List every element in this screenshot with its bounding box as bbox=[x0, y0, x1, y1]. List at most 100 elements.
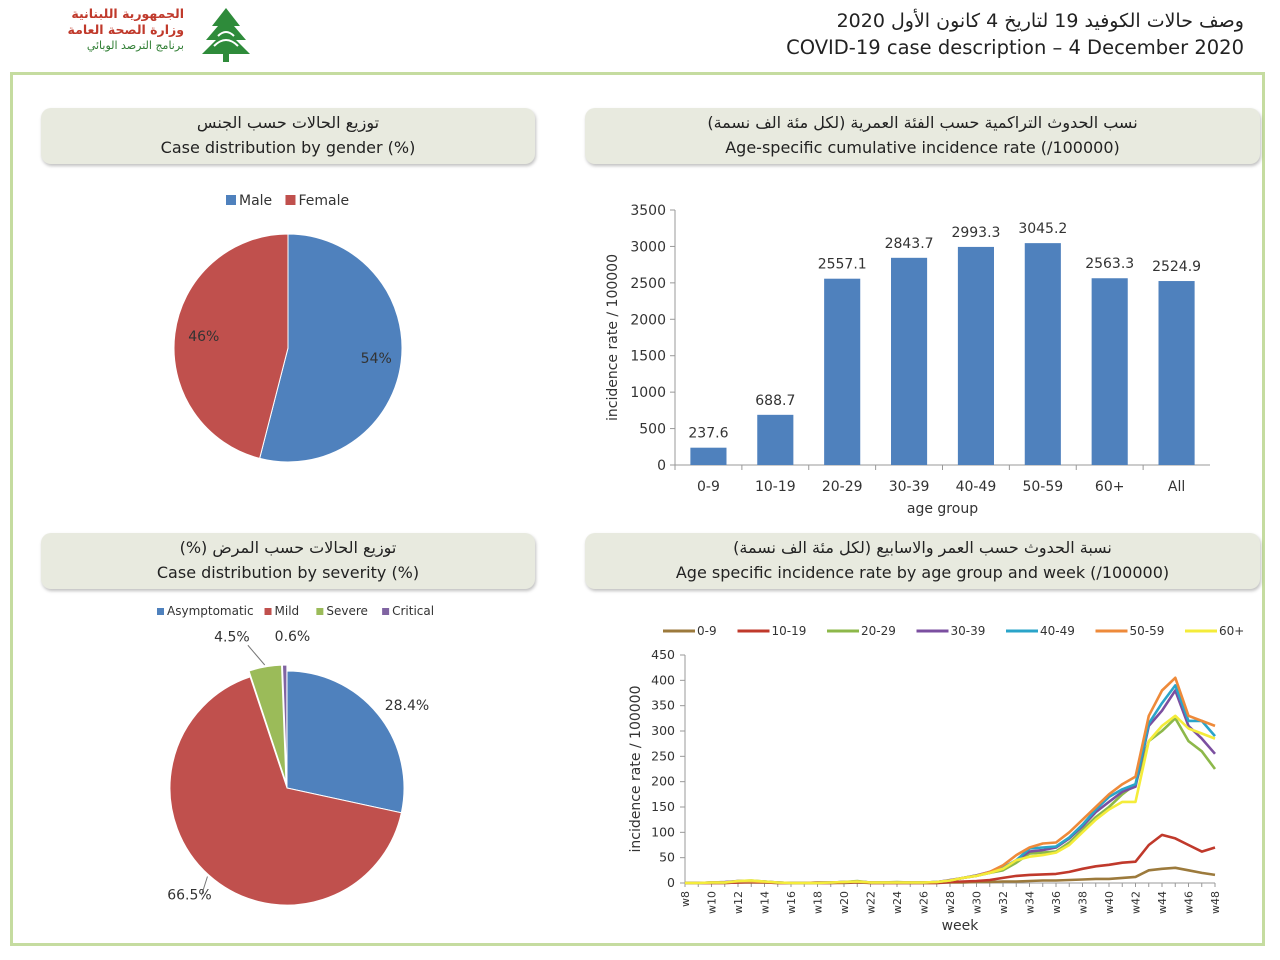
x-tick-label: w44 bbox=[1156, 891, 1169, 914]
y-tick-label: 200 bbox=[651, 774, 675, 789]
dashboard-frame bbox=[10, 72, 1265, 946]
pie-label-mild: 66.5% bbox=[167, 887, 211, 903]
legend-swatch-asymptomatic bbox=[157, 608, 164, 615]
legend-swatch-female bbox=[285, 195, 296, 205]
y-tick-label: 0 bbox=[657, 458, 666, 474]
series-line-30-39 bbox=[685, 689, 1216, 885]
x-tick-label: w18 bbox=[812, 891, 825, 914]
x-axis-title: week bbox=[942, 918, 980, 934]
gender-title-english: Case distribution by gender (%) bbox=[160, 138, 416, 157]
pie-slice-severe bbox=[248, 664, 287, 783]
legend: Male Female bbox=[226, 193, 349, 209]
bar-value-label: 2557.1 bbox=[818, 257, 867, 273]
y-tick-label: 100 bbox=[651, 824, 675, 839]
gender-pie-chart: Male Female 54% 46% bbox=[173, 193, 403, 463]
x-tick-label: 20-29 bbox=[822, 479, 863, 495]
pie-slice-critical bbox=[281, 664, 288, 783]
y-tick-label: 1000 bbox=[630, 385, 666, 401]
bar-value-label: 688.7 bbox=[755, 393, 795, 409]
y-tick-label: 500 bbox=[639, 422, 666, 438]
bar-50-59 bbox=[1024, 243, 1061, 465]
age-title-english: Age-specific cumulative incidence rate (… bbox=[725, 138, 1120, 157]
header-title-english: COVID-19 case description – 4 December 2… bbox=[786, 36, 1244, 59]
bar-0-9 bbox=[690, 447, 727, 465]
y-axis-title: incidence rate / 100000 bbox=[628, 686, 644, 853]
x-tick-label: w10 bbox=[706, 891, 719, 914]
x-tick-label: w34 bbox=[1024, 891, 1037, 914]
x-tick-label: w16 bbox=[785, 891, 798, 914]
leader-line-mild bbox=[200, 876, 208, 896]
legend-label-30-39: 30-39 bbox=[951, 624, 986, 638]
y-axis-title: incidence rate / 100000 bbox=[605, 254, 621, 421]
bar-value-label: 2524.9 bbox=[1152, 259, 1201, 275]
x-tick-label: w46 bbox=[1183, 891, 1196, 914]
severity-title-english: Case distribution by severity (%) bbox=[156, 563, 420, 582]
pie-slice-asymptomatic bbox=[286, 670, 405, 814]
legend-label-critical: Critical bbox=[392, 604, 434, 618]
y-tick-label: 2500 bbox=[630, 276, 666, 292]
legend-swatch-severe bbox=[316, 608, 324, 615]
weekly-line-chart: 0-9 10-19 20-29 30-39 40-49 50-59 60+ 0 50 100 150… bbox=[628, 624, 1244, 934]
leader-line-severe bbox=[247, 644, 266, 666]
legend-label-female: Female bbox=[298, 193, 349, 209]
severity-panel-title: توزيع الحالات حسب المرض (%) Case distrib… bbox=[41, 533, 535, 589]
y-tick-label: 250 bbox=[651, 748, 675, 763]
legend-label-severe: Severe bbox=[326, 604, 368, 618]
x-tick-label: w32 bbox=[997, 891, 1010, 914]
y-tick-label: 1500 bbox=[630, 349, 666, 365]
x-tick-label: w12 bbox=[732, 891, 745, 914]
pie-label-female: 46% bbox=[188, 329, 219, 345]
logo-line-republic: الجمهورية اللبنانية bbox=[71, 6, 184, 21]
bar-value-label: 2563.3 bbox=[1085, 256, 1134, 272]
severity-pie-chart: Asymptomatic Mild Severe Critical 28.4% 66.5%… bbox=[157, 604, 434, 906]
legend-label-0-9: 0-9 bbox=[697, 624, 717, 638]
x-tick-label: 0-9 bbox=[697, 479, 720, 495]
bar-10-19 bbox=[757, 414, 794, 465]
age-title-arabic: نسب الحدوث التراكمية حسب الفئة العمرية (… bbox=[707, 113, 1138, 132]
x-tick-label: w22 bbox=[865, 891, 878, 914]
bar-value-label: 2843.7 bbox=[885, 236, 934, 252]
y-tick-label: 3000 bbox=[630, 239, 666, 255]
x-tick-label: w48 bbox=[1209, 891, 1222, 914]
ministry-logo: الجمهورية اللبنانية وزارة الصحة العامة ب… bbox=[56, 6, 266, 64]
legend: Asymptomatic Mild Severe Critical bbox=[157, 604, 434, 618]
week-title-english: Age specific incidence rate by age group… bbox=[675, 563, 1170, 582]
week-panel-title: نسبة الحدوث حسب العمر والاسابيع (لكل مئة… bbox=[585, 533, 1260, 589]
x-tick-label: w38 bbox=[1077, 891, 1090, 914]
bar-value-label: 237.6 bbox=[688, 426, 728, 442]
y-tick-label: 150 bbox=[651, 799, 675, 814]
x-tick-label: w24 bbox=[891, 891, 904, 914]
legend-label-50-59: 50-59 bbox=[1130, 624, 1165, 638]
legend-label-asymptomatic: Asymptomatic bbox=[167, 604, 254, 618]
series-line-60+ bbox=[685, 714, 1216, 885]
x-tick-label: w8 bbox=[679, 891, 692, 907]
pie-slice-male bbox=[259, 233, 403, 463]
severity-title-arabic: توزيع الحالات حسب المرض (%) bbox=[179, 538, 397, 557]
y-tick-label: 450 bbox=[651, 647, 675, 662]
bar-60+ bbox=[1091, 278, 1128, 465]
legend-swatch-critical bbox=[382, 608, 390, 615]
x-tick-label: 10-19 bbox=[755, 479, 796, 495]
x-tick-label: 30-39 bbox=[889, 479, 930, 495]
series-line-40-49 bbox=[685, 684, 1216, 885]
y-tick-label: 300 bbox=[651, 723, 675, 738]
logo-line-ministry: وزارة الصحة العامة bbox=[67, 22, 184, 37]
legend-label-male: Male bbox=[239, 193, 272, 209]
x-axis-title: age group bbox=[907, 501, 978, 517]
bar-value-label: 3045.2 bbox=[1018, 221, 1067, 237]
y-tick-label: 400 bbox=[651, 672, 675, 687]
age-bar-chart: 0 500 1000 1500 2000 2500 3000 3500 237.6 0-9 688.… bbox=[605, 203, 1210, 517]
x-tick-label: w36 bbox=[1050, 891, 1063, 914]
legend-label-10-19: 10-19 bbox=[772, 624, 807, 638]
legend-label-60+: 60+ bbox=[1219, 624, 1244, 638]
pie-label-critical: 0.6% bbox=[275, 629, 311, 645]
x-tick-label: w28 bbox=[944, 891, 957, 914]
week-title-arabic: نسبة الحدوث حسب العمر والاسابيع (لكل مئة… bbox=[733, 538, 1112, 557]
x-tick-label: 40-49 bbox=[956, 479, 997, 495]
age-panel-title: نسب الحدوث التراكمية حسب الفئة العمرية (… bbox=[585, 108, 1260, 164]
pie-label-severe: 4.5% bbox=[214, 629, 250, 645]
bar-20-29 bbox=[824, 278, 861, 465]
x-tick-label: w14 bbox=[759, 891, 772, 914]
x-tick-label: w42 bbox=[1130, 891, 1143, 914]
y-tick-label: 50 bbox=[659, 850, 675, 865]
